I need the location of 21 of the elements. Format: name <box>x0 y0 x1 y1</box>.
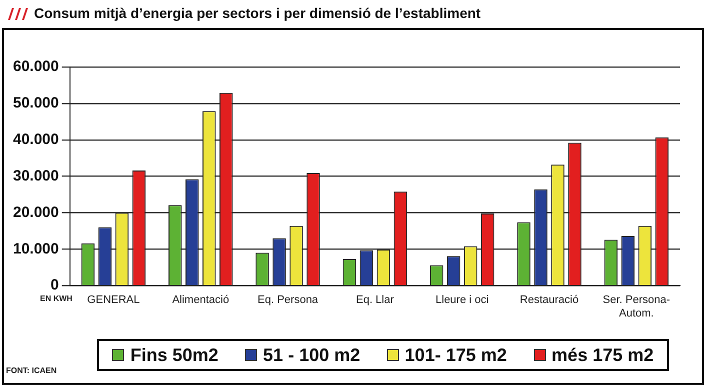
y-tick-label: 30.000 <box>12 167 59 184</box>
x-tick-label: Eq. Persona <box>258 294 319 306</box>
y-tick-label: 20.000 <box>12 204 59 221</box>
chart-title: Consum mitjà d’energia per sectors i per dimensió de l’establiment <box>34 5 481 21</box>
x-tick-label: Alimentació <box>172 294 230 306</box>
legend-label: més 175 m2 <box>550 344 654 366</box>
text: FONT: ICAEN <box>6 366 57 375</box>
x-tick-label: Lleure i oci <box>436 294 489 306</box>
x-tick-label: GENERAL <box>87 294 140 306</box>
legend-label: 51 - 100 m2 <box>262 344 360 366</box>
y-tick-label: 10.000 <box>12 240 59 258</box>
y-tick-label: 40.000 <box>12 131 59 148</box>
x-tick-label: Restauració <box>520 294 579 306</box>
legend-label: 101- 175 m2 <box>404 344 507 366</box>
legend-label: Fins 50m2 <box>129 344 218 366</box>
x-tick-label: Eq. Llar <box>356 294 394 306</box>
text: EN KWH <box>40 294 72 303</box>
y-tick-label: 50.000 <box>12 94 59 112</box>
y-tick-label: 0 <box>50 276 59 294</box>
x-tick-label: Ser. Persona-Autom. <box>602 294 670 320</box>
y-tick-label: 60.000 <box>12 58 59 76</box>
